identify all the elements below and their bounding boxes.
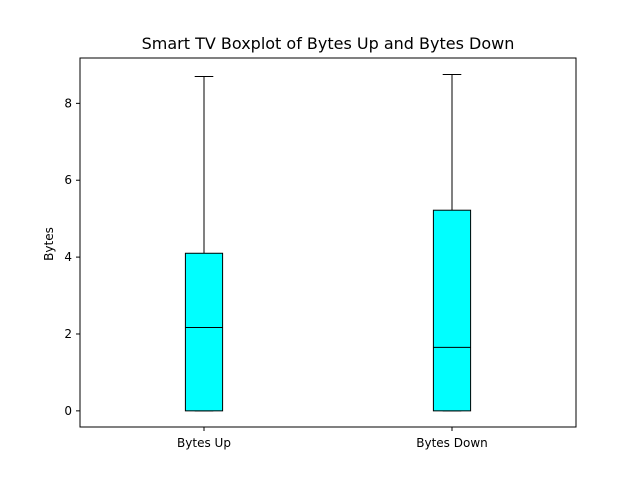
box-iqr: [432, 209, 472, 412]
plot-area-frame: [79, 57, 577, 428]
y-tick-label: 6: [64, 173, 72, 187]
chart-title: Smart TV Boxplot of Bytes Up and Bytes D…: [142, 34, 515, 53]
y-tick-label: 4: [64, 250, 72, 264]
boxes-layer: [184, 74, 472, 412]
x-tick-label: Bytes Down: [416, 436, 488, 450]
x-tick-label: Bytes Up: [177, 436, 231, 450]
y-axis: 0 2 4 6 8: [64, 96, 80, 418]
y-tick-label: 0: [64, 404, 72, 418]
x-axis: Bytes Up Bytes Down: [177, 427, 488, 450]
y-tick-label: 8: [64, 96, 72, 110]
box-iqr: [184, 252, 224, 412]
y-axis-label: Bytes: [42, 227, 56, 261]
box-2: [432, 74, 472, 412]
box-1: [184, 75, 224, 412]
y-tick-label: 2: [64, 327, 72, 341]
